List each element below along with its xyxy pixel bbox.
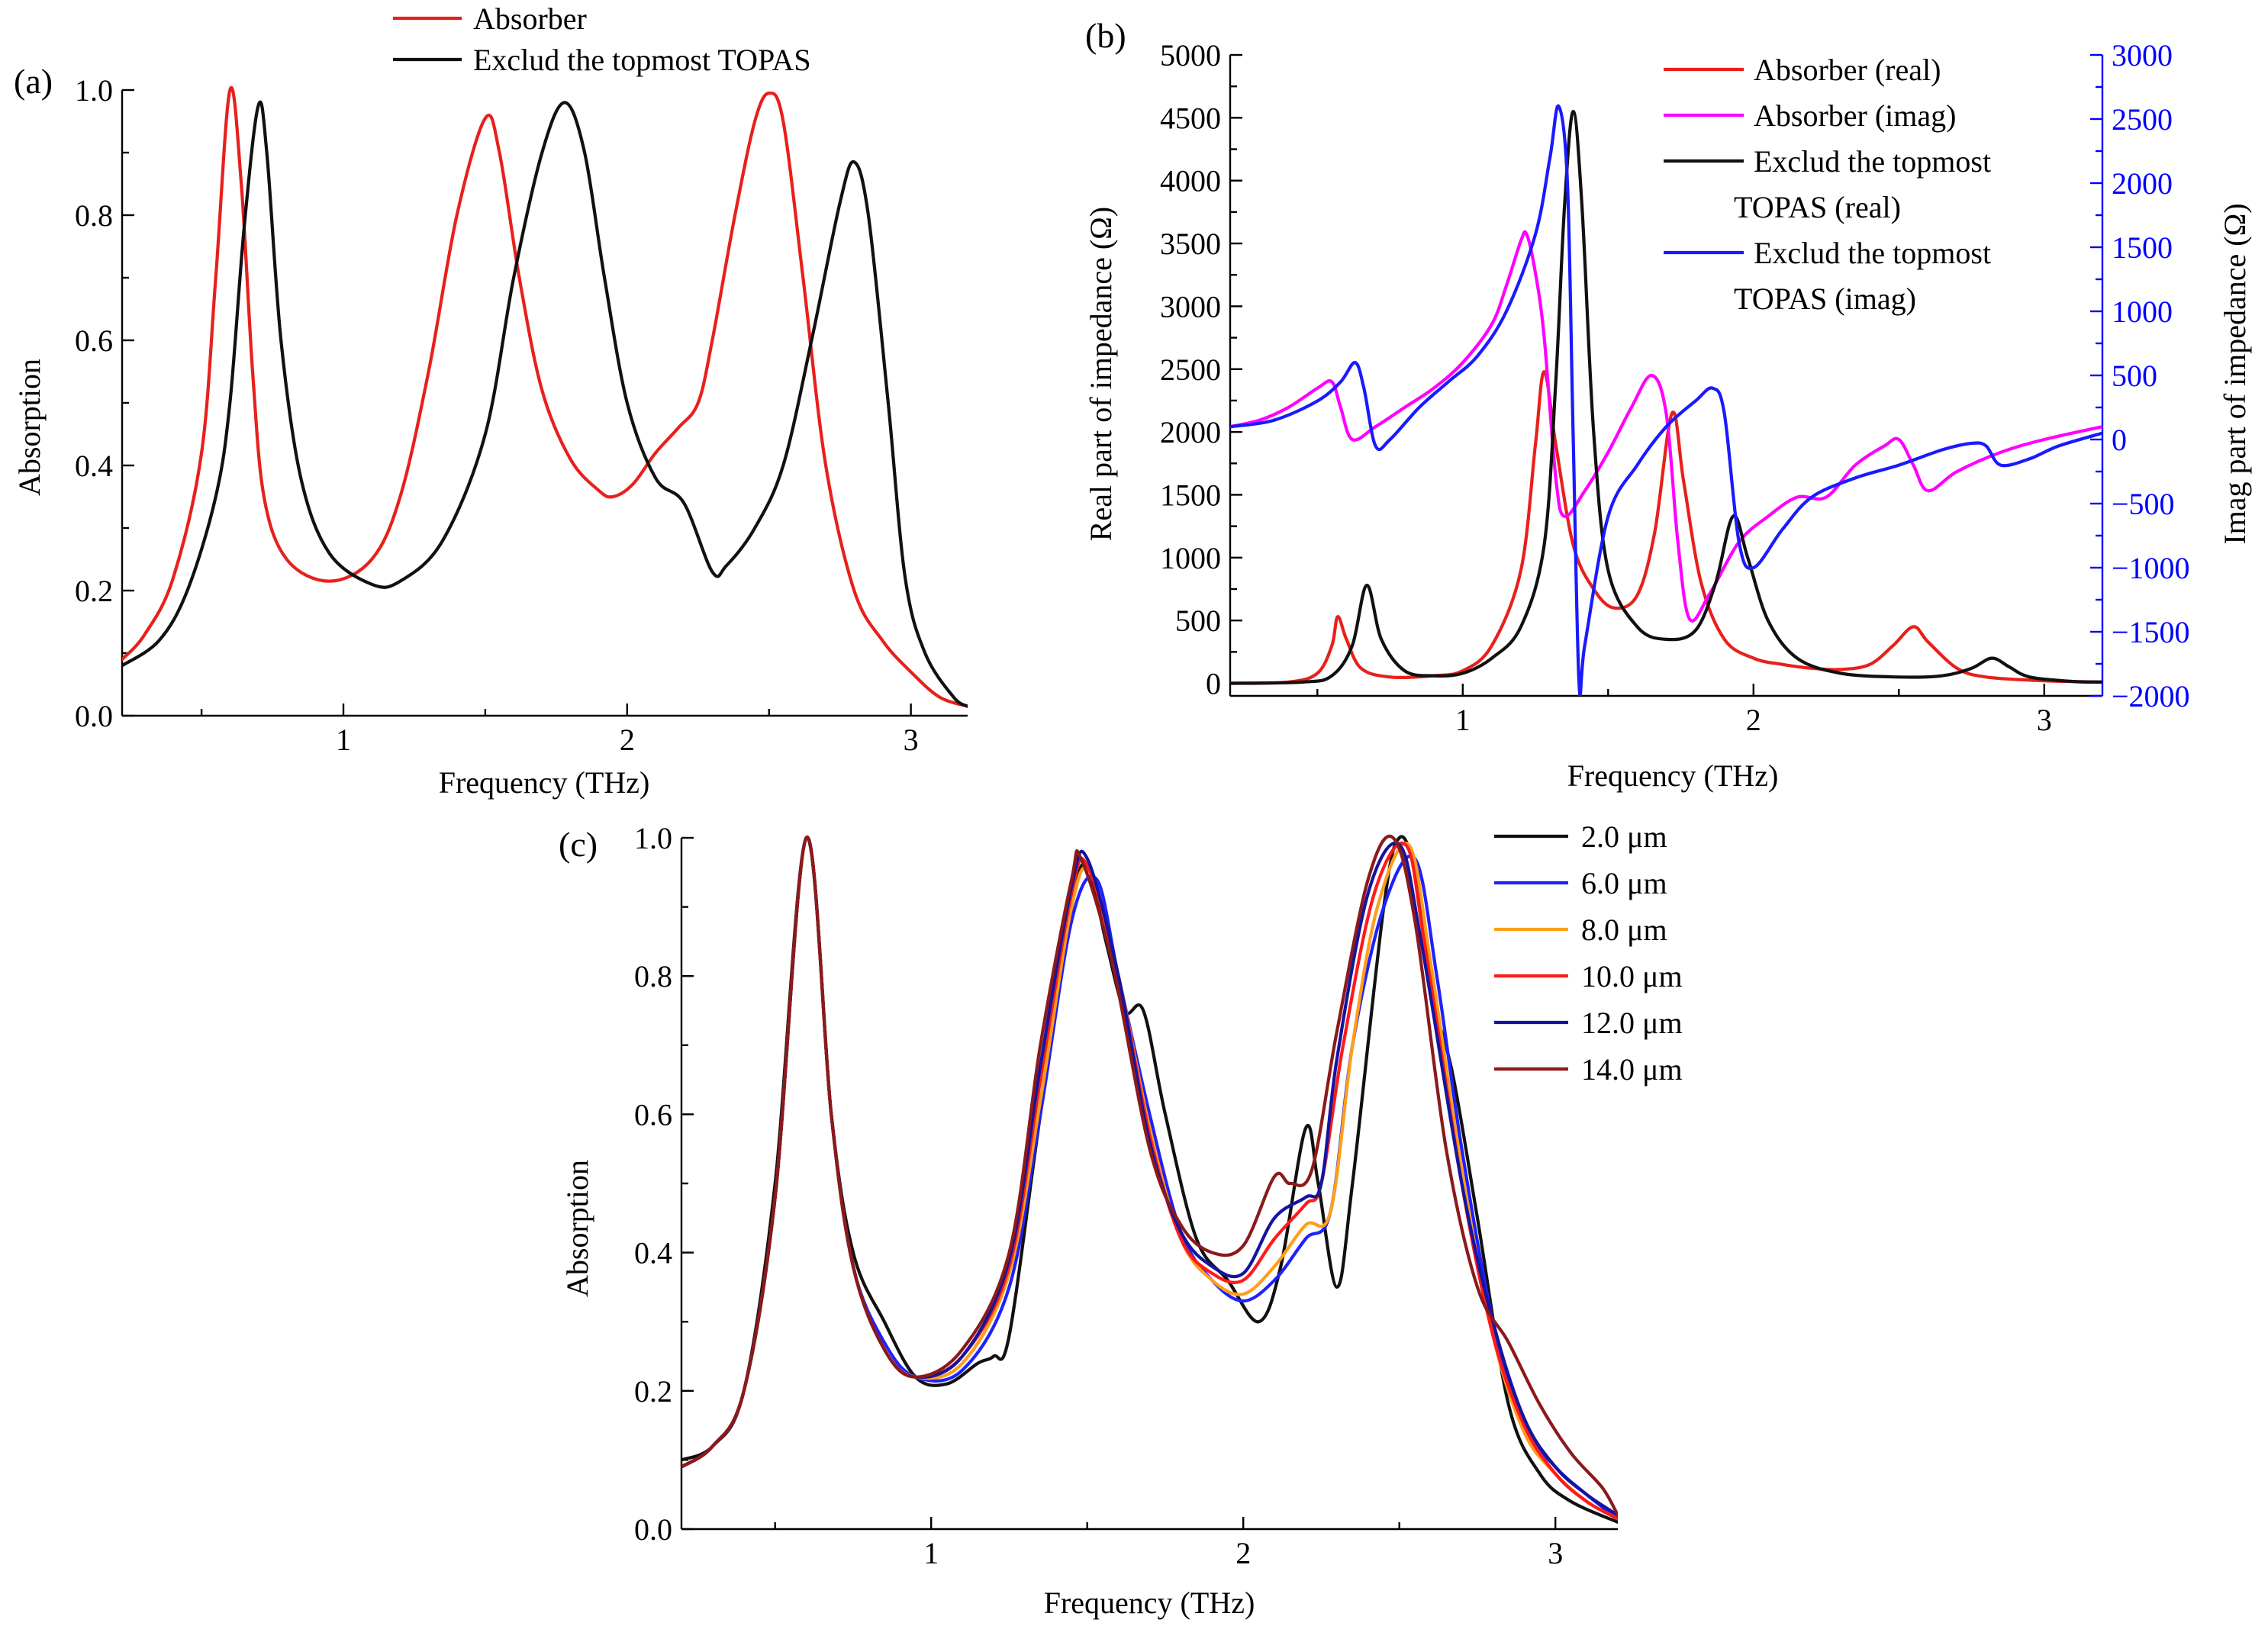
p1-y-tick-label: 2500 bbox=[1160, 353, 1221, 387]
p1-legend-label: Absorber (imag) bbox=[1754, 98, 1956, 133]
p2-series-line bbox=[681, 835, 1618, 1517]
p2-legend-label: 6.0 μm bbox=[1581, 866, 1667, 900]
p1-y-tick-label-right: 2500 bbox=[2112, 102, 2173, 137]
p0-series-line bbox=[122, 85, 968, 708]
p0-y-tick-label: 1.0 bbox=[75, 73, 113, 108]
panel-c-xlabel: Frequency (THz) bbox=[1044, 1586, 1255, 1620]
p0-x-tick-label: 3 bbox=[904, 723, 919, 757]
p0-y-tick-label: 0.2 bbox=[75, 574, 113, 608]
panel-b-ylabel-left: Real part of impedance (Ω) bbox=[1084, 207, 1118, 541]
p1-legend-label: TOPAS (real) bbox=[1734, 190, 1901, 224]
panel-b-label: (b) bbox=[1085, 16, 1126, 55]
p2-y-tick-label: 0.0 bbox=[634, 1512, 672, 1547]
p1-y-tick-label-right: 500 bbox=[2112, 359, 2157, 393]
p1-x-tick-label: 2 bbox=[1746, 703, 1761, 737]
p1-legend-label: TOPAS (imag) bbox=[1734, 282, 1916, 316]
p1-y-tick-label-right: 0 bbox=[2112, 423, 2127, 457]
p1-y-tick-label-right: 1500 bbox=[2112, 230, 2173, 265]
p0-y-tick-label: 0.4 bbox=[75, 449, 113, 483]
panel-c: (c) Absorption Frequency (THz) 1 2 3 0.0 0.2… bbox=[559, 819, 1683, 1620]
p0-series-line bbox=[122, 100, 968, 708]
p0-y-tick-label: 0.8 bbox=[75, 198, 113, 233]
p0-y-tick-label: 0.6 bbox=[75, 324, 113, 358]
p1-y-tick-label: 1000 bbox=[1160, 541, 1221, 575]
p1-legend-label: Absorber (real) bbox=[1754, 53, 1941, 87]
p1-y-tick-label: 2000 bbox=[1160, 415, 1221, 449]
p1-y-tick-label-right: 2000 bbox=[2112, 166, 2173, 201]
p1-legend-label: Exclud the topmost bbox=[1754, 144, 1991, 179]
p1-y-tick-label-right: 1000 bbox=[2112, 295, 2173, 329]
p1-y-tick-label: 500 bbox=[1175, 604, 1221, 638]
p1-y-tick-label: 5000 bbox=[1160, 38, 1221, 72]
p2-legend-label: 12.0 μm bbox=[1581, 1006, 1683, 1040]
p0-x-tick-label: 1 bbox=[336, 723, 351, 757]
p1-y-tick-label-right: −500 bbox=[2112, 487, 2175, 521]
p1-x-tick-label: 1 bbox=[1455, 703, 1471, 737]
p2-legend-label: 8.0 μm bbox=[1581, 913, 1667, 947]
p2-y-tick-label: 0.6 bbox=[634, 1097, 672, 1132]
panel-a-xlabel: Frequency (THz) bbox=[439, 765, 650, 800]
p0-legend-label: Absorber bbox=[473, 2, 587, 36]
panel-b-ylabel-right: Imag part of impedance (Ω) bbox=[2218, 203, 2252, 544]
p1-y-tick-label: 3500 bbox=[1160, 227, 1221, 261]
p1-y-tick-label-right: 3000 bbox=[2112, 38, 2173, 72]
panel-c-ylabel: Absorption bbox=[560, 1160, 594, 1297]
p1-series-line bbox=[1230, 105, 2102, 696]
p2-legend-label: 10.0 μm bbox=[1581, 959, 1683, 993]
p2-x-tick-label: 3 bbox=[1548, 1536, 1563, 1570]
panel-a-label: (a) bbox=[14, 62, 53, 101]
p2-y-tick-label: 0.2 bbox=[634, 1374, 672, 1409]
panel-b: (b) Real part of impedance (Ω) Imag part… bbox=[1084, 16, 2252, 793]
p1-series-line bbox=[1230, 230, 2102, 623]
p1-y-tick-label: 4500 bbox=[1160, 101, 1221, 135]
p0-x-tick-label: 2 bbox=[620, 723, 635, 757]
p2-x-tick-label: 1 bbox=[923, 1536, 939, 1570]
p1-y-tick-label: 4000 bbox=[1160, 164, 1221, 198]
p1-series-line bbox=[1230, 110, 2102, 685]
p2-legend-label: 2.0 μm bbox=[1581, 819, 1667, 854]
p1-x-tick-label: 3 bbox=[2037, 703, 2052, 737]
p1-legend-label: Exclud the topmost bbox=[1754, 236, 1991, 270]
panel-b-xlabel: Frequency (THz) bbox=[1567, 758, 1779, 793]
p1-y-tick-label-right: −1000 bbox=[2112, 551, 2190, 585]
p1-y-tick-label-right: −1500 bbox=[2112, 615, 2190, 649]
p1-y-tick-label: 3000 bbox=[1160, 289, 1221, 324]
p2-legend-label: 14.0 μm bbox=[1581, 1052, 1683, 1087]
panel-c-label: (c) bbox=[559, 825, 598, 864]
p2-y-tick-label: 0.4 bbox=[634, 1236, 672, 1270]
p2-x-tick-label: 2 bbox=[1235, 1536, 1251, 1570]
p2-y-tick-label: 1.0 bbox=[634, 821, 672, 855]
p2-y-tick-label: 0.8 bbox=[634, 959, 672, 993]
panel-a-ylabel: Absorption bbox=[12, 359, 47, 496]
p0-y-tick-label: 0.0 bbox=[75, 699, 113, 733]
p1-y-tick-label: 1500 bbox=[1160, 478, 1221, 512]
p1-y-tick-label: 0 bbox=[1206, 667, 1221, 701]
p0-legend-label: Exclud the topmost TOPAS bbox=[473, 43, 811, 77]
p1-y-tick-label-right: −2000 bbox=[2112, 679, 2190, 713]
panel-a: (a) Absorption Frequency (THz) 1 2 3 0.0 0.2… bbox=[12, 2, 968, 800]
